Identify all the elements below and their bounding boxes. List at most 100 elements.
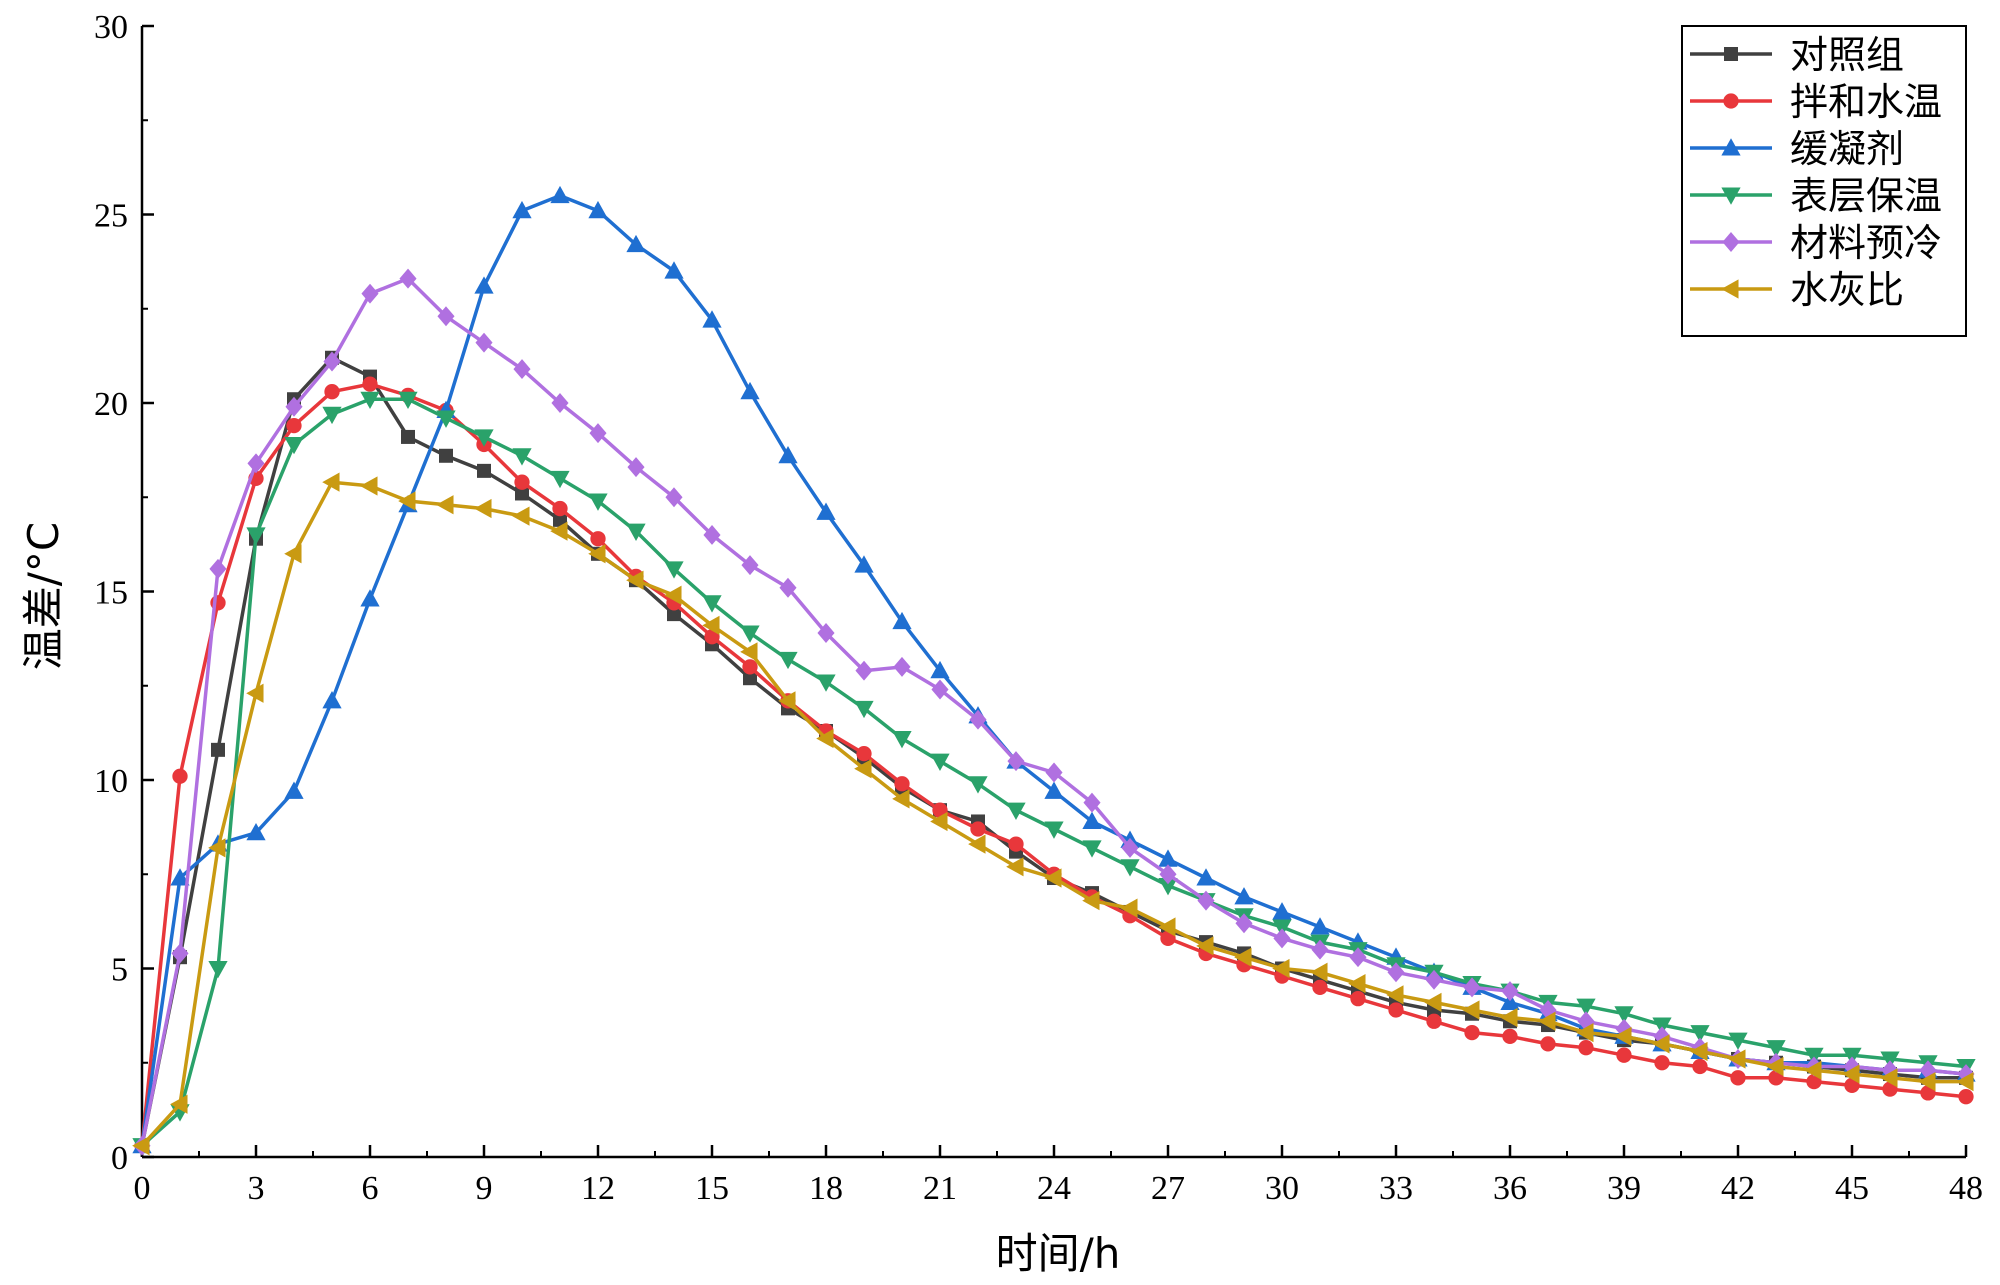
- data-point: [893, 656, 911, 677]
- data-point: [1880, 1051, 1900, 1069]
- data-point: [550, 521, 568, 541]
- legend-item: 拌和水温: [1690, 80, 1942, 124]
- x-tick-label: 21: [923, 1170, 957, 1207]
- x-tick-label: 39: [1607, 1170, 1641, 1207]
- data-point: [664, 261, 684, 279]
- data-point: [1310, 917, 1330, 935]
- data-point: [1842, 1064, 1860, 1084]
- data-point: [398, 491, 416, 511]
- data-point: [930, 753, 950, 771]
- legend-item: 材料预冷: [1690, 221, 1942, 265]
- data-point: [1500, 992, 1520, 1010]
- data-point: [588, 544, 606, 564]
- axes: 0 3 6 9 12 15 18 21 24 27 30 33 36 39 42 45 480510152025…: [94, 9, 1983, 1207]
- data-point: [778, 691, 796, 711]
- data-point: [816, 728, 834, 749]
- data-point: [588, 493, 608, 511]
- data-point: [1730, 1070, 1746, 1086]
- legend-marker: [1722, 232, 1740, 252]
- data-point: [209, 558, 227, 579]
- data-point: [1045, 762, 1063, 783]
- data-point: [171, 943, 189, 964]
- data-point: [1008, 836, 1024, 852]
- legend-label: 材料预冷: [1790, 221, 1942, 265]
- x-tick-label: 33: [1379, 1170, 1413, 1207]
- data-point: [1462, 1000, 1480, 1020]
- data-point: [513, 359, 531, 380]
- data-point: [360, 476, 378, 496]
- data-point: [1501, 981, 1519, 1002]
- x-tick-label: 36: [1493, 1170, 1527, 1207]
- y-tick-label: 25: [94, 198, 128, 235]
- legend-label: 水灰比: [1790, 268, 1904, 312]
- data-point: [322, 472, 340, 492]
- data-point: [742, 659, 758, 675]
- data-point: [322, 406, 342, 425]
- data-point: [1158, 849, 1178, 867]
- data-point: [892, 611, 912, 630]
- data-point: [778, 445, 798, 464]
- data-point: [1235, 913, 1253, 934]
- data-point: [324, 384, 340, 400]
- data-point: [1958, 1089, 1974, 1105]
- data-point: [1272, 919, 1292, 937]
- data-point: [1502, 1028, 1518, 1045]
- data-point: [512, 200, 532, 219]
- data-point: [1348, 973, 1366, 994]
- data-point: [1842, 1047, 1862, 1066]
- data-point: [437, 306, 455, 327]
- data-point: [474, 429, 494, 447]
- data-point: [1158, 917, 1176, 937]
- data-point: [854, 759, 872, 779]
- x-tick-label: 3: [248, 1170, 265, 1207]
- x-axis-title: 时间/h: [996, 1229, 1121, 1278]
- data-point: [664, 585, 682, 605]
- y-tick-label: 20: [94, 386, 128, 423]
- data-point: [1196, 936, 1214, 956]
- data-point: [1463, 977, 1481, 998]
- data-point: [1121, 837, 1139, 858]
- data-point: [627, 457, 645, 478]
- data-point: [322, 691, 342, 709]
- data-point: [589, 423, 607, 444]
- data-point: [588, 200, 608, 219]
- x-tick-label: 48: [1949, 1170, 1983, 1207]
- data-point: [247, 453, 265, 474]
- data-point: [1614, 1006, 1634, 1024]
- data-point: [856, 745, 872, 762]
- legend-label: 拌和水温: [1790, 80, 1942, 124]
- x-tick-label: 30: [1265, 1170, 1299, 1207]
- data-point: [439, 448, 453, 463]
- data-point: [551, 393, 569, 413]
- legend-item: 水灰比: [1690, 268, 1904, 312]
- data-point: [1766, 1056, 1784, 1077]
- data-point: [286, 417, 302, 434]
- data-point: [816, 674, 836, 692]
- data-point: [1311, 939, 1329, 960]
- legend-item: 缓凝剂: [1690, 127, 1904, 171]
- data-point: [1082, 840, 1102, 858]
- data-point: [1766, 1040, 1786, 1058]
- data-point: [323, 351, 341, 372]
- data-point: [1728, 1032, 1748, 1050]
- data-point: [474, 498, 492, 519]
- data-point: [968, 834, 986, 854]
- data-point: [1690, 1025, 1710, 1043]
- data-point: [970, 821, 986, 837]
- data-point: [1044, 868, 1062, 888]
- data-point: [246, 822, 266, 841]
- data-point: [360, 391, 380, 410]
- data-point: [362, 376, 378, 392]
- data-point: [855, 660, 873, 681]
- y-tick-label: 5: [111, 952, 128, 989]
- data-point: [740, 625, 760, 643]
- data-point: [1500, 1007, 1518, 1028]
- y-axis-title: 温差/°C: [19, 522, 68, 670]
- data-point: [284, 544, 302, 564]
- data-point: [1578, 1040, 1594, 1056]
- data-point: [398, 391, 418, 410]
- series-layer: [132, 185, 1976, 1156]
- data-point: [1044, 781, 1064, 799]
- data-point: [1044, 821, 1064, 839]
